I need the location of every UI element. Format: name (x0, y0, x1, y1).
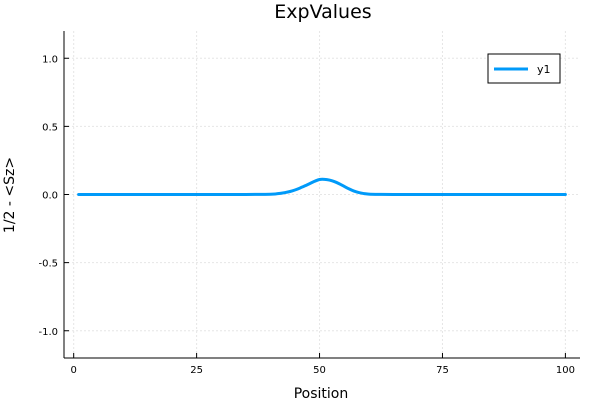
y-tick-label-1: 0.5 (42, 122, 58, 133)
y-tick-label-3: -0.5 (38, 259, 58, 270)
x-tick-label-4: 100 (556, 365, 575, 376)
legend-label-y1: y1 (537, 63, 551, 76)
x-tick-label-2: 50 (313, 365, 326, 376)
series-line-y1 (77, 177, 567, 197)
y-tick-label-2: 0.0 (42, 191, 58, 202)
y-tick-label-0: 1.0 (42, 54, 58, 65)
legend: y1 (487, 53, 561, 84)
y-axis-label: 1/2 - <Sz> (2, 157, 18, 233)
ticks: 0 25 50 75 100 1.0 0.5 0.0 -0.5 -1.0 (38, 54, 574, 376)
chart-title: ExpValues (274, 1, 371, 23)
x-tick-label-1: 25 (190, 365, 203, 376)
y-tick-label-4: -1.0 (38, 327, 58, 338)
x-axis-label: Position (294, 386, 349, 400)
x-tick-label-3: 75 (436, 365, 449, 376)
x-tick-label-0: 0 (70, 365, 76, 376)
series-group (77, 177, 567, 197)
